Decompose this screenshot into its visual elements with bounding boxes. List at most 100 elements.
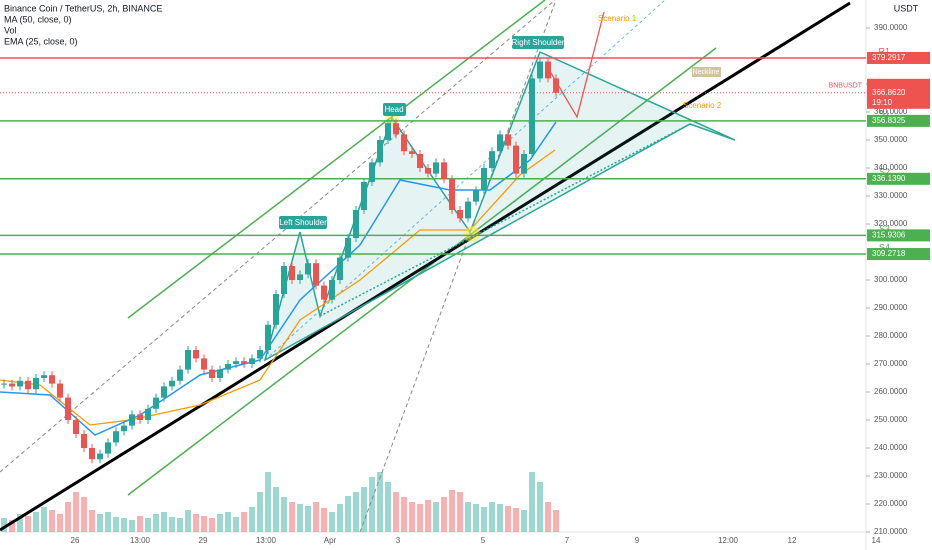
candle bbox=[353, 210, 359, 238]
candle bbox=[521, 154, 527, 174]
indicator: Vol bbox=[4, 25, 17, 35]
volume-bar bbox=[153, 514, 159, 532]
candle bbox=[145, 408, 151, 420]
volume-bar bbox=[209, 518, 215, 532]
volume-bar bbox=[409, 502, 415, 532]
candle bbox=[281, 266, 287, 294]
x-tick-label: 7 bbox=[565, 536, 570, 545]
ma-line bbox=[0, 121, 557, 436]
volume-bar bbox=[193, 514, 199, 532]
candle bbox=[361, 182, 367, 210]
volume-bar bbox=[433, 502, 439, 532]
volume-bar bbox=[9, 520, 15, 532]
volume-bar bbox=[225, 512, 231, 532]
volume-bar bbox=[65, 502, 71, 532]
candle bbox=[537, 61, 543, 79]
dashed-line bbox=[359, 0, 557, 533]
candle bbox=[481, 168, 487, 191]
volume-bar bbox=[345, 496, 351, 532]
volume-bar bbox=[481, 507, 487, 532]
volume-bar bbox=[425, 500, 431, 532]
candle bbox=[233, 361, 239, 364]
candle bbox=[81, 434, 87, 448]
volume-bar bbox=[393, 492, 399, 532]
volume-bar bbox=[497, 504, 503, 532]
candle bbox=[105, 442, 111, 454]
price-box bbox=[867, 172, 930, 185]
candle bbox=[185, 350, 191, 370]
annotation: Scenario 1 bbox=[598, 14, 637, 23]
candle bbox=[97, 453, 103, 460]
volume-bar bbox=[169, 517, 175, 532]
volume-bar bbox=[41, 507, 47, 532]
candle bbox=[425, 168, 431, 174]
volume-bar bbox=[265, 472, 271, 532]
price-label: 309.2718 bbox=[872, 249, 906, 258]
price-box bbox=[867, 248, 930, 261]
volume-bar bbox=[337, 504, 343, 532]
volume-bar bbox=[201, 516, 207, 532]
y-tick-label: 330.0000 bbox=[874, 191, 908, 200]
price-label: 379.2917 bbox=[872, 53, 906, 62]
volume-bar bbox=[529, 472, 535, 532]
volume-bar bbox=[313, 502, 319, 532]
candle bbox=[177, 369, 183, 381]
volume-bar bbox=[537, 482, 543, 532]
candle bbox=[257, 350, 263, 359]
volume-bar bbox=[105, 512, 111, 532]
x-tick-label: 5 bbox=[481, 536, 486, 545]
volume-bar bbox=[145, 518, 151, 532]
volume-bar bbox=[57, 514, 63, 532]
candle bbox=[377, 140, 383, 163]
volume-bar bbox=[97, 514, 103, 532]
volume-bar bbox=[473, 504, 479, 532]
x-tick-label: 29 bbox=[199, 536, 208, 545]
level-name: R1 bbox=[878, 46, 890, 56]
candle bbox=[73, 420, 79, 434]
candle bbox=[17, 380, 23, 387]
y-tick-label: 320.0000 bbox=[874, 219, 908, 228]
candle bbox=[201, 358, 207, 370]
y-tick-label: 230.0000 bbox=[874, 471, 908, 480]
candle bbox=[33, 378, 39, 390]
volume-bar bbox=[353, 492, 359, 532]
annotation: Left Shoulder bbox=[279, 218, 327, 227]
volume-bar bbox=[505, 506, 511, 532]
volume-bar bbox=[17, 514, 23, 532]
candle bbox=[329, 280, 335, 300]
volume-bar bbox=[177, 518, 183, 532]
y-tick-label: 270.0000 bbox=[874, 359, 908, 368]
y-tick-label: 350.0000 bbox=[874, 135, 908, 144]
candle bbox=[529, 78, 535, 154]
level-name: S4 bbox=[879, 242, 890, 252]
level-name: S2 bbox=[879, 167, 890, 177]
price-label: 356.8325 bbox=[872, 116, 906, 125]
candle bbox=[113, 431, 119, 443]
volume-bar bbox=[249, 507, 255, 532]
volume-bar bbox=[401, 497, 407, 532]
volume-bar bbox=[489, 502, 495, 532]
y-tick-label: 250.0000 bbox=[874, 415, 908, 424]
drawings bbox=[0, 0, 851, 533]
annotation: Neckline bbox=[693, 69, 720, 76]
candle bbox=[433, 162, 439, 174]
volume-bar bbox=[49, 510, 55, 532]
volume-bar bbox=[377, 472, 383, 532]
volume-bar bbox=[513, 508, 519, 532]
candle bbox=[289, 266, 295, 280]
level-name: S3 bbox=[879, 224, 890, 234]
volume-bar bbox=[257, 492, 263, 532]
volume-bar bbox=[361, 487, 367, 532]
candle bbox=[473, 190, 479, 202]
candle bbox=[169, 380, 175, 387]
highlight bbox=[464, 226, 480, 242]
x-tick-label: 12 bbox=[788, 536, 797, 545]
volume-bar bbox=[281, 497, 287, 532]
volume-bar bbox=[89, 510, 95, 532]
y-tick-label: 260.0000 bbox=[874, 387, 908, 396]
y-tick-label: 280.0000 bbox=[874, 331, 908, 340]
volume-bar bbox=[521, 510, 527, 532]
volume-bar bbox=[553, 510, 559, 532]
candle bbox=[441, 162, 447, 180]
y-tick-label: 220.0000 bbox=[874, 499, 908, 508]
